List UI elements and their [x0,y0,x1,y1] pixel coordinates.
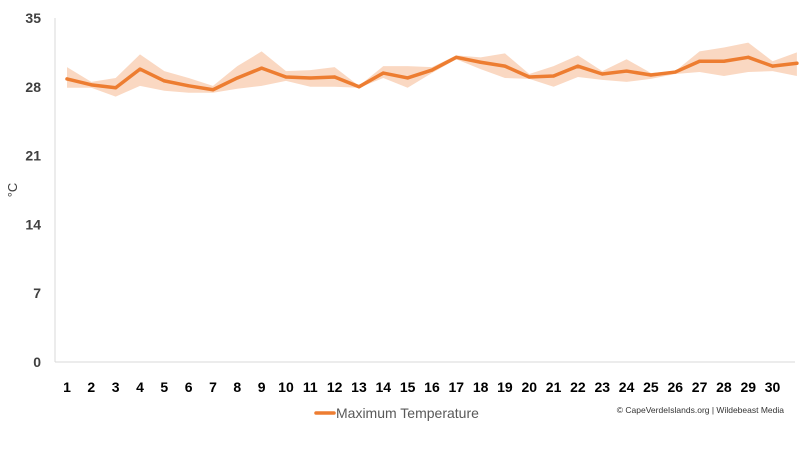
data-point [624,69,629,73]
x-tick-label: 24 [619,379,635,395]
y-tick-label: 7 [33,285,41,301]
x-tick-label: 25 [643,379,659,395]
x-tick-label: 10 [278,379,294,395]
y-tick-label: 28 [25,79,41,95]
x-tick-label: 11 [303,379,318,395]
x-tick-labels: 1 2 3 4 5 6 7 8 9 10 11 12 13 14 15 16 17 18 19 20 21 22 23 24 2… [63,379,780,395]
x-tick-label: 14 [376,379,392,395]
x-tick-label: 16 [424,379,440,395]
x-tick-label: 5 [160,379,168,395]
data-point [673,70,677,74]
data-point [235,76,239,80]
x-tick-label: 18 [473,379,489,395]
x-tick-label: 19 [497,379,513,395]
data-point [333,75,337,79]
data-point [454,55,458,59]
x-tick-label: 4 [136,379,144,395]
data-point [649,73,653,77]
data-point [600,72,604,76]
y-tick-label: 14 [25,216,41,232]
data-point [503,64,507,68]
data-point [308,76,312,80]
x-tick-label: 2 [87,379,95,395]
x-tick-label: 12 [327,379,343,395]
data-point [722,59,726,63]
x-tick-label: 30 [765,379,781,395]
y-tick-label: 35 [25,10,41,26]
x-tick-label: 26 [667,379,683,395]
x-tick-label: 20 [521,379,537,395]
data-point [576,64,580,68]
x-tick-label: 27 [692,379,708,395]
x-tick-label: 28 [716,379,732,395]
data-point [795,61,799,65]
y-tick-label: 0 [33,354,41,370]
y-tick-labels: 0 7 14 21 28 35 [25,10,41,370]
legend-label-maximum-temperature: Maximum Temperature [336,405,479,421]
x-tick-label: 22 [570,379,586,395]
data-point [430,68,434,72]
y-tick-label: 21 [25,148,41,164]
x-tick-label: 7 [209,379,217,395]
data-point [406,76,410,80]
data-point [211,88,215,92]
x-tick-label: 23 [594,379,610,395]
x-tick-label: 3 [112,379,120,395]
x-tick-label: 21 [546,379,562,395]
data-point [114,86,118,90]
data-point [138,67,142,71]
x-tick-label: 8 [233,379,241,395]
data-point [770,64,775,68]
data-point [162,79,166,83]
data-point [479,60,483,64]
series-points [65,55,799,92]
data-point [65,77,69,81]
data-point [357,85,361,89]
data-point [527,75,531,79]
x-tick-label: 6 [185,379,193,395]
x-tick-label: 15 [400,379,416,395]
x-tick-label: 13 [351,379,367,395]
data-point [746,55,750,59]
x-tick-label: 29 [740,379,756,395]
data-point [260,66,264,70]
y-axis-label: °C [5,183,20,198]
credit-text: © CapeVerdeIslands.org | Wildebeast Medi… [617,405,785,415]
legend: Maximum Temperature [314,405,479,421]
data-point [552,74,556,78]
data-point [284,75,288,79]
data-point [697,59,702,63]
x-tick-label: 17 [448,379,464,395]
x-tick-label: 1 [63,379,71,395]
x-tick-label: 9 [258,379,266,395]
data-point [381,71,385,75]
data-point [89,83,93,87]
data-point [187,84,191,88]
